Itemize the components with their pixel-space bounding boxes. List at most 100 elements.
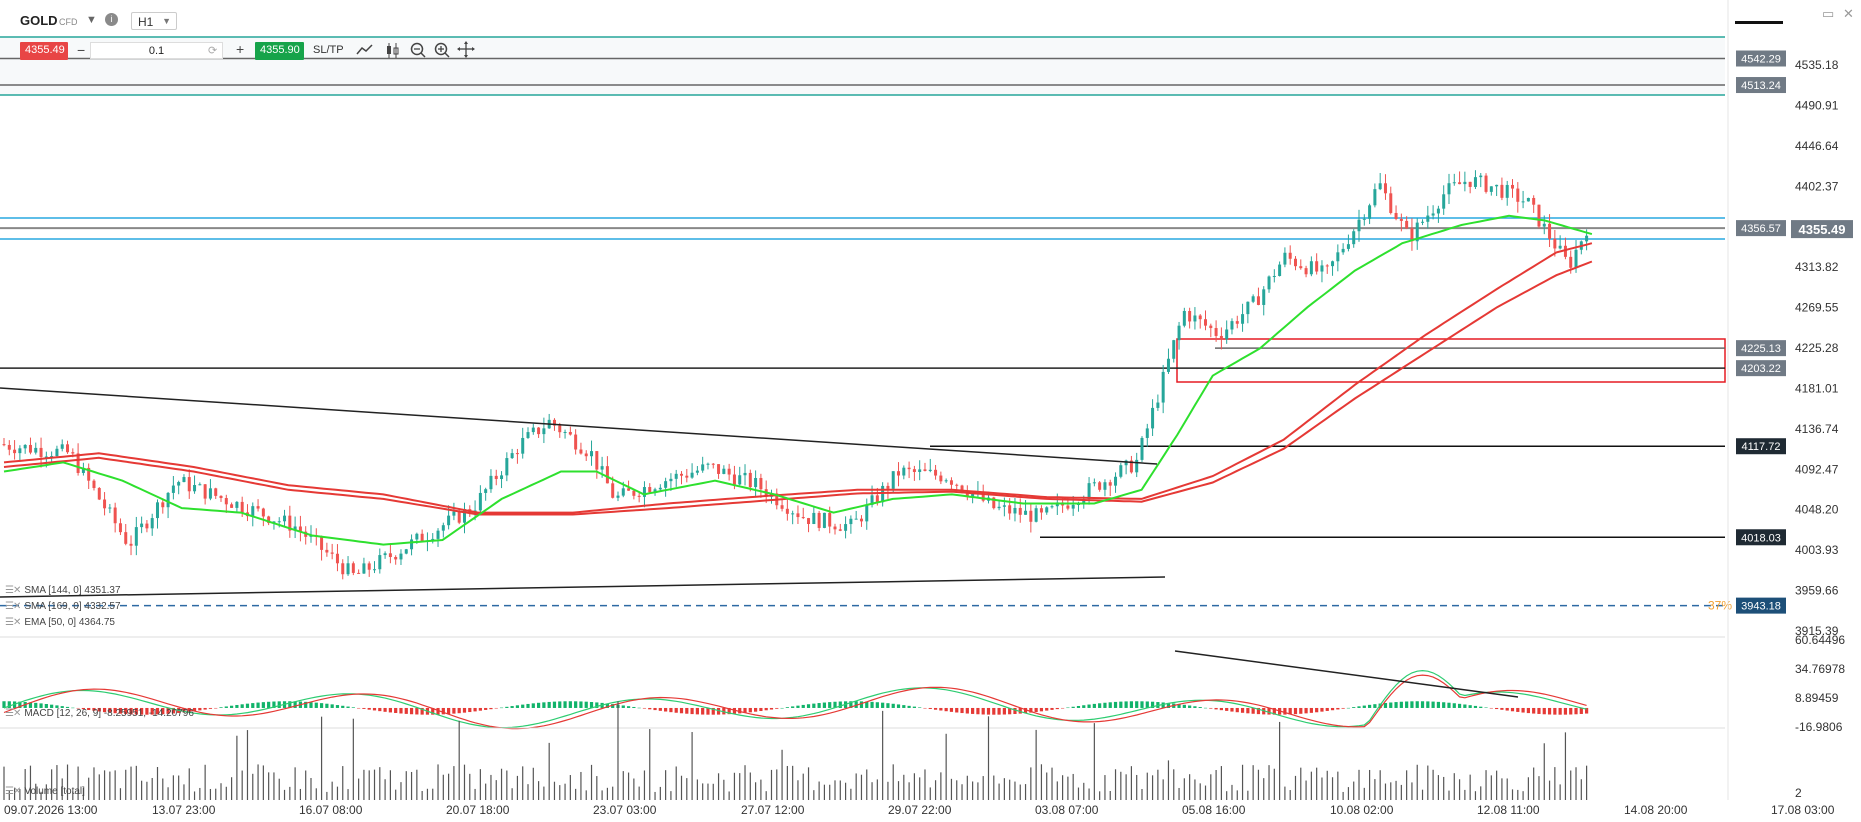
macd-histogram-bar xyxy=(441,707,445,715)
timeframe-select[interactable]: H1 ▼ xyxy=(131,12,177,30)
candle-body xyxy=(1283,252,1287,265)
candle-body xyxy=(865,504,869,522)
candle-body xyxy=(1399,218,1403,221)
candle-body xyxy=(283,515,287,522)
candle-body xyxy=(39,447,43,457)
info-icon[interactable]: i xyxy=(105,13,118,26)
price-tick-label: 4181.01 xyxy=(1795,381,1839,395)
macd-histogram-bar xyxy=(536,702,541,708)
candle-body xyxy=(18,448,22,454)
sell-price-button[interactable]: 4355.49 xyxy=(20,42,68,60)
candle-body xyxy=(441,525,445,531)
macd-histogram-bar xyxy=(997,707,1001,715)
ema50-legend[interactable]: ☰✕ EMA [50, 0] 4364.75 xyxy=(5,617,115,628)
level-label: 4356.57 xyxy=(1741,223,1781,235)
candle-body xyxy=(87,467,91,481)
candle-body xyxy=(722,468,726,474)
candle-type-icon[interactable] xyxy=(387,43,399,58)
macd-histogram-bar xyxy=(1521,707,1525,713)
candle-body xyxy=(611,483,615,498)
candle-body xyxy=(637,495,641,497)
macd-histogram-bar xyxy=(695,707,699,715)
macd-histogram-bar xyxy=(1426,701,1430,708)
restore-window-button[interactable]: ▭ xyxy=(1822,6,1835,21)
quantity-input[interactable]: 0.1 xyxy=(90,42,223,59)
macd-histogram-bar xyxy=(150,707,154,715)
macd-histogram-bar xyxy=(1124,701,1128,708)
macd-histogram-bar xyxy=(203,707,207,710)
candle-body xyxy=(1405,220,1409,229)
macd-histogram-bar xyxy=(801,704,805,708)
quantity-decrease-button[interactable]: − xyxy=(77,42,86,58)
macd-histogram-bar xyxy=(1367,704,1372,708)
macd-histogram-bar xyxy=(97,707,101,712)
candle-body xyxy=(1082,499,1086,505)
macd-histogram-bar xyxy=(367,707,371,710)
candle-body xyxy=(1574,249,1578,268)
candle-body xyxy=(912,469,916,472)
macd-signal-line xyxy=(3,674,1587,730)
candle-body xyxy=(542,428,546,435)
candle-body xyxy=(1108,482,1112,486)
price-tick-label: 3915.39 xyxy=(1795,624,1839,638)
candle-body xyxy=(177,482,181,486)
candle-body xyxy=(1473,177,1477,187)
candle-body xyxy=(23,444,27,449)
macd-histogram-bar xyxy=(1214,707,1218,710)
candle-body xyxy=(108,507,112,509)
candle-body xyxy=(584,453,588,457)
macd-histogram-bar xyxy=(1119,701,1123,708)
close-window-button[interactable]: ✕ xyxy=(1843,6,1854,21)
macd-histogram-bar xyxy=(1542,707,1546,715)
price-tick-label: 4003.93 xyxy=(1795,543,1839,557)
macd-histogram-bar xyxy=(552,701,557,708)
macd-histogram-bar xyxy=(584,701,588,708)
macd-histogram-bar xyxy=(738,707,742,714)
zoom-out-icon[interactable] xyxy=(410,42,426,58)
candle-body xyxy=(1050,506,1054,508)
macd-legend[interactable]: ☰✕ MACD [12, 26, 9] -8.25951, -14.20796 xyxy=(5,708,194,719)
descending-trend-line[interactable] xyxy=(0,387,1158,465)
macd-histogram-bar xyxy=(1108,702,1112,708)
candle-body xyxy=(399,553,403,560)
macd-histogram-bar xyxy=(579,701,583,708)
candle-body xyxy=(1246,301,1250,315)
symbol-dropdown-icon[interactable]: ▼ xyxy=(86,14,97,26)
quantity-increase-button[interactable]: + xyxy=(236,41,245,57)
drawing-tool-line[interactable] xyxy=(1735,21,1783,24)
candle-body xyxy=(251,506,255,517)
buy-price-button[interactable]: 4355.90 xyxy=(255,42,304,60)
candle-body xyxy=(1468,181,1472,187)
reset-icon[interactable]: ⟳ xyxy=(208,45,218,57)
candle-body xyxy=(1458,182,1462,185)
supply-zone-box[interactable] xyxy=(1176,338,1726,383)
candle-body xyxy=(1177,325,1181,341)
macd-histogram-bar xyxy=(875,702,879,708)
candle-body xyxy=(1251,296,1255,302)
candle-body xyxy=(833,526,837,530)
macd-divergence-line[interactable] xyxy=(1174,650,1519,698)
trend-line-icon[interactable] xyxy=(356,44,373,55)
sma169-line[interactable] xyxy=(3,260,1593,516)
candle-body xyxy=(55,448,59,457)
candle-body xyxy=(505,458,509,476)
candle-body xyxy=(150,518,154,529)
sma144-line[interactable] xyxy=(3,242,1593,514)
macd-histogram-bar xyxy=(1034,707,1038,712)
ascending-trend-line[interactable] xyxy=(0,576,1166,598)
macd-histogram-bar xyxy=(44,704,48,708)
macd-histogram-bar xyxy=(1129,701,1134,708)
candle-body xyxy=(113,507,117,524)
sma169-legend[interactable]: ☰✕ SMA [169, 0] 4332.57 xyxy=(5,601,121,612)
candle-body xyxy=(732,474,736,485)
volume-legend[interactable]: ☰✕ Volume [total] xyxy=(5,786,85,797)
macd-histogram-bar xyxy=(515,705,520,708)
sma144-legend[interactable]: ☰✕ SMA [144, 0] 4351.37 xyxy=(5,585,121,596)
crosshair-icon[interactable] xyxy=(457,41,475,58)
ema50-line[interactable] xyxy=(3,214,1593,546)
sltp-button[interactable]: SL/TP xyxy=(313,44,344,56)
zoom-in-icon[interactable] xyxy=(434,42,450,58)
symbol-name[interactable]: GOLD xyxy=(20,13,58,28)
candle-body xyxy=(918,469,922,472)
